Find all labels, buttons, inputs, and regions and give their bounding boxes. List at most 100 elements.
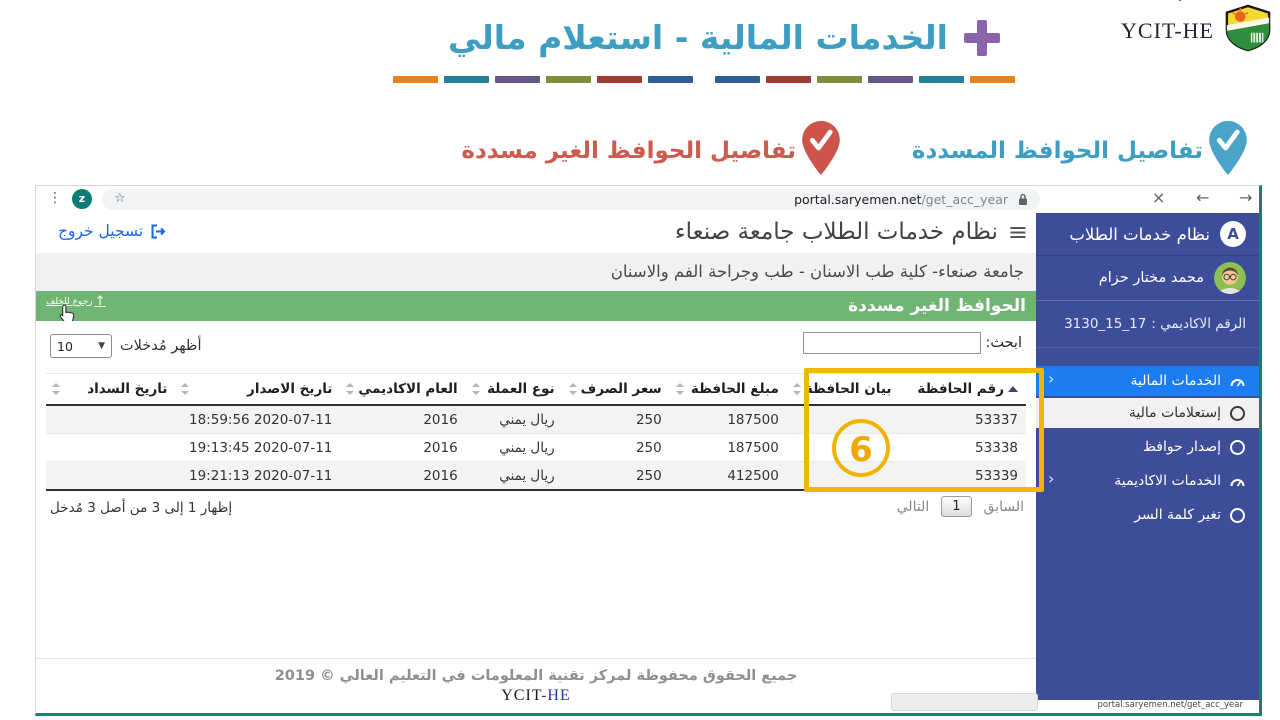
browser-window: ⋮ z ☆ portal.saryemen.net/get_acc_year ×…	[35, 185, 1262, 716]
sidebar-item-financial-inquiries[interactable]: إستعلامات مالية	[1036, 398, 1259, 428]
title-underline-dashes	[393, 76, 1015, 83]
university-shield-icon	[1225, 4, 1271, 52]
app-title: نظام خدمات الطلاب جامعة صنعاء	[674, 219, 998, 245]
table-row[interactable]: 53339 412500 250 ريال يمني 2016 19:21:13 2…	[46, 461, 1026, 490]
callout-paid-label: تفاصيل الحوافظ المسددة	[911, 138, 1203, 164]
chevron-left-icon: ‹	[1048, 369, 1055, 388]
back-link[interactable]: ↑ رجوع للخلف	[46, 294, 106, 309]
circle-icon	[1230, 507, 1245, 523]
sort-icon	[346, 383, 355, 395]
portfolios-table: رقم الحافظة بيان الحافظة مبلغ الحافظة سع…	[46, 373, 1026, 491]
circle-icon	[1230, 439, 1245, 455]
sidebar-item-label: إستعلامات مالية	[1128, 405, 1221, 421]
copyright-text: جميع الحقوق محفوظة لمركز تقنية المعلومات…	[274, 668, 798, 684]
checkmark-pin-blue-icon	[1209, 120, 1247, 176]
browser-back-icon[interactable]: ←	[1196, 188, 1210, 207]
show-entries-label: أظهر مُدخلات	[120, 338, 202, 354]
col-exchange-rate[interactable]: سعر الصرف	[562, 373, 670, 406]
browser-profile-avatar[interactable]: z	[72, 189, 92, 209]
browser-forward-icon[interactable]: →	[1239, 188, 1253, 207]
table-row[interactable]: 53337 187500 250 ريال يمني 2016 18:59:56 2…	[46, 405, 1026, 434]
col-portfolio-statement[interactable]: بيان الحافظة	[786, 373, 900, 406]
academic-number-value: 3130_15_17	[1064, 316, 1147, 332]
page-title-block: الخدمات المالية - استعلام مالي	[440, 18, 1000, 57]
sidebar-user: محمد مختار حزام	[1036, 256, 1259, 301]
hand-cursor-icon	[59, 304, 75, 323]
ycit-logo: YCIT-HE	[1121, 0, 1274, 52]
col-currency-type[interactable]: نوع العملة	[465, 373, 563, 406]
app-main: ≡ نظام خدمات الطلاب جامعة صنعاء تسجيل خر…	[36, 213, 1036, 713]
pagination-page-1[interactable]: 1	[941, 496, 972, 517]
sidebar-item-academic-services[interactable]: الخدمات الاكاديمية ‹	[1036, 466, 1259, 496]
sidebar-item-financial-services[interactable]: الخدمات المالية ‹	[1036, 366, 1259, 396]
table-header-row: رقم الحافظة بيان الحافظة مبلغ الحافظة سع…	[46, 373, 1026, 406]
search-control: ابحث:	[803, 332, 1022, 354]
logout-link[interactable]: تسجيل خروج	[58, 222, 166, 240]
callout-paid-portfolios: تفاصيل الحوافظ المسددة	[911, 120, 1252, 177]
app-header: ≡ نظام خدمات الطلاب جامعة صنعاء تسجيل خر…	[36, 213, 1036, 253]
sort-icon	[568, 383, 577, 395]
browser-status-link: portal.saryemen.net/get_acc_year	[1097, 700, 1243, 710]
close-tab-icon[interactable]: ×	[1152, 188, 1166, 207]
browser-menu-icon[interactable]: ⋮	[48, 190, 62, 206]
url-path: /get_acc_year	[921, 192, 1008, 207]
gauge-icon	[1230, 378, 1245, 386]
search-label: ابحث:	[985, 335, 1022, 351]
user-avatar	[1214, 262, 1246, 294]
brand-label: نظام خدمات الطلاب	[1069, 224, 1210, 244]
url-domain: portal.saryemen.net	[794, 192, 922, 207]
callout-unpaid-label: تفاصيل الحوافظ الغير مسددة	[461, 138, 796, 164]
up-arrow-icon: ↑	[94, 294, 106, 309]
col-payment-date[interactable]: تاريخ السداد	[46, 373, 176, 406]
sort-asc-icon	[1008, 386, 1018, 392]
pagination: السابق 1 التالي إظهار 1 إلى 3 من أصل 3 م…	[36, 491, 1036, 527]
breadcrumb: جامعة صنعاء- كلية طب الاسنان - طب وجراحة…	[36, 253, 1036, 291]
logout-icon	[151, 224, 166, 238]
sort-icon	[181, 383, 190, 395]
page-size-value: 10	[57, 338, 73, 354]
academic-number-label: الرقم الاكاديمي :	[1151, 316, 1246, 332]
col-portfolio-number[interactable]: رقم الحافظة	[899, 373, 1026, 406]
circle-icon	[1230, 405, 1245, 421]
checkmark-pin-red-icon	[802, 120, 840, 176]
sidebar-item-label: تغير كلمة السر	[1134, 507, 1221, 523]
logout-label: تسجيل خروج	[58, 222, 144, 240]
hamburger-menu-icon[interactable]: ≡	[1007, 218, 1028, 246]
page-size-control: أظهر مُدخلات 10 ▼	[50, 334, 202, 358]
app-footer: جميع الحقوق محفوظة لمركز تقنية المعلومات…	[36, 658, 1036, 705]
data-table-wrap: رقم الحافظة بيان الحافظة مبلغ الحافظة سع…	[46, 373, 1026, 491]
pagination-next[interactable]: التالي	[896, 498, 930, 515]
sort-icon	[675, 383, 684, 395]
ycit-logo-text: YCIT-HE	[1121, 18, 1214, 43]
url-text: portal.saryemen.net/get_acc_year	[794, 192, 1008, 207]
search-input[interactable]	[803, 332, 982, 354]
page-size-select[interactable]: 10 ▼	[50, 334, 112, 358]
page-title: الخدمات المالية - استعلام مالي	[448, 18, 948, 57]
table-row[interactable]: 53338 187500 250 ريال يمني 2016 19:13:45 2…	[46, 434, 1026, 462]
callout-unpaid-portfolios: تفاصيل الحوافظ الغير مسددة	[461, 120, 845, 177]
sidebar-item-label: الخدمات المالية	[1130, 373, 1221, 389]
panel-title: الحوافظ الغير مسددة	[848, 296, 1026, 316]
lock-icon	[1019, 193, 1027, 205]
sidebar-brand: A نظام خدمات الطلاب	[1036, 213, 1259, 256]
bookmark-star-icon[interactable]: ☆	[114, 191, 126, 206]
sort-icon	[792, 383, 801, 395]
chevron-left-icon: ‹	[1048, 469, 1055, 488]
address-bar[interactable]: ☆ portal.saryemen.net/get_acc_year	[102, 189, 1040, 210]
col-issue-date[interactable]: تاريخ الاصدار	[175, 373, 341, 406]
table-controls: أظهر مُدخلات 10 ▼ ابحث:	[36, 321, 1036, 369]
plus-icon	[964, 19, 1000, 56]
col-portfolio-amount[interactable]: مبلغ الحافظة	[669, 373, 787, 406]
sidebar-menu: الخدمات المالية ‹ إستعلامات مالية إصدار …	[1036, 366, 1259, 530]
sidebar-item-issue-vouchers[interactable]: إصدار حوافظ	[1036, 432, 1259, 462]
col-academic-year[interactable]: العام الاكاديمي	[340, 373, 466, 406]
browser-status-bubble	[891, 693, 1038, 711]
gauge-icon	[1230, 478, 1245, 486]
back-link-label: رجوع للخلف	[46, 296, 93, 307]
pagination-prev[interactable]: السابق	[983, 498, 1024, 515]
panel-header: الحوافظ الغير مسددة ↑ رجوع للخلف	[36, 291, 1036, 323]
sidebar: A نظام خدمات الطلاب محمد مخت	[1036, 213, 1259, 700]
sidebar-item-change-password[interactable]: تغير كلمة السر	[1036, 500, 1259, 530]
pagination-info: إظهار 1 إلى 3 من أصل 3 مُدخل	[50, 500, 233, 516]
